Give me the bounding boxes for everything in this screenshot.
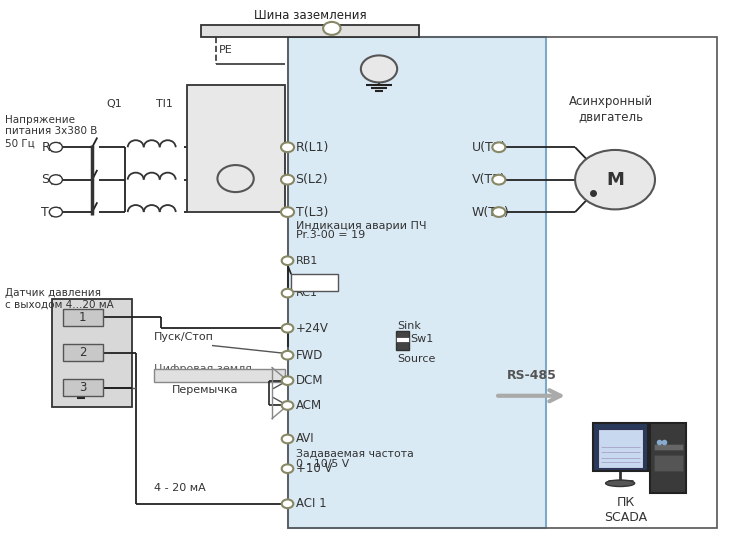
Text: 4 - 20 мА: 4 - 20 мА [154, 483, 206, 493]
Text: 3: 3 [79, 381, 87, 394]
Bar [63, 344, 103, 361]
Ellipse shape [606, 480, 635, 487]
Text: 0 - 10/5 V: 0 - 10/5 V [296, 459, 349, 470]
Text: PE: PE [219, 46, 233, 55]
Text: +10 V: +10 V [296, 462, 332, 475]
Bar [63, 379, 103, 396]
Text: М: М [606, 171, 624, 188]
Circle shape [281, 401, 293, 410]
Circle shape [50, 142, 63, 152]
Text: T(L3): T(L3) [295, 206, 328, 219]
Text: Пуск/Стоп: Пуск/Стоп [154, 332, 214, 342]
Text: RS-485: RS-485 [507, 369, 556, 382]
Bar [63, 309, 103, 326]
Text: DCM: DCM [296, 374, 324, 387]
Text: Pr.3-00 = 19: Pr.3-00 = 19 [295, 230, 364, 240]
Circle shape [281, 142, 294, 152]
Text: Индикация аварии ПЧ: Индикация аварии ПЧ [295, 221, 426, 231]
Circle shape [281, 376, 293, 385]
Circle shape [50, 207, 63, 217]
Circle shape [323, 22, 340, 35]
Bar [201, 24, 419, 36]
Text: RB1: RB1 [296, 256, 319, 266]
Circle shape [217, 165, 254, 192]
Text: ACI 1: ACI 1 [296, 497, 327, 510]
Text: рч фильтр: рч фильтр [230, 111, 241, 165]
Circle shape [50, 175, 63, 185]
Text: ACM: ACM [296, 399, 322, 412]
Circle shape [281, 175, 294, 185]
Text: Sink: Sink [397, 321, 421, 331]
Text: T: T [42, 206, 49, 219]
Text: +24V: +24V [296, 321, 329, 334]
Bar [396, 337, 409, 343]
Text: RC1: RC1 [296, 288, 319, 298]
Circle shape [492, 142, 505, 152]
Text: Шина заземления: Шина заземления [254, 9, 367, 22]
Text: ПК
SCADA: ПК SCADA [604, 496, 647, 523]
Text: Задаваемая частота: Задаваемая частота [296, 449, 414, 459]
Circle shape [281, 464, 293, 473]
Text: FWD: FWD [296, 349, 324, 362]
Circle shape [281, 207, 294, 217]
Circle shape [281, 256, 293, 265]
Text: 2: 2 [79, 346, 87, 359]
Text: W(T3): W(T3) [472, 206, 510, 219]
Circle shape [575, 150, 655, 210]
Text: R: R [42, 141, 50, 154]
Circle shape [281, 351, 293, 359]
Text: R(L1): R(L1) [295, 141, 329, 154]
Text: S(L2): S(L2) [295, 173, 328, 186]
Text: AVI: AVI [296, 432, 315, 445]
Bar [291, 274, 338, 292]
Bar [396, 331, 409, 350]
Text: Датчик давления
с выходом 4...20 мА: Датчик давления с выходом 4...20 мА [5, 288, 114, 310]
Bar [599, 429, 643, 468]
Bar [154, 369, 284, 382]
Bar [653, 444, 682, 450]
Circle shape [281, 500, 293, 508]
Text: Перемычка: Перемычка [172, 384, 238, 395]
Text: Source: Source [397, 353, 435, 364]
Bar [653, 455, 682, 471]
Text: 1: 1 [79, 311, 87, 324]
Text: S: S [42, 173, 50, 186]
Text: Цифровая земля: Цифровая земля [154, 364, 252, 374]
Text: V(T2): V(T2) [472, 173, 506, 186]
Circle shape [492, 207, 505, 217]
Text: Напряжение
питания 3х380 В
50 Гц: Напряжение питания 3х380 В 50 Гц [5, 115, 98, 148]
Circle shape [281, 289, 293, 298]
Text: Sw1: Sw1 [410, 334, 434, 344]
Circle shape [281, 324, 293, 332]
Bar [650, 423, 686, 493]
Bar [593, 423, 648, 471]
Text: U(T1): U(T1) [472, 141, 507, 154]
Text: Тl1: Тl1 [156, 99, 174, 110]
Circle shape [281, 434, 293, 443]
Circle shape [361, 55, 397, 83]
Text: Q1: Q1 [106, 99, 122, 110]
Bar [52, 299, 132, 407]
Text: Асинхронный
двигатель: Асинхронный двигатель [569, 95, 653, 123]
Bar [288, 36, 717, 528]
Circle shape [492, 175, 505, 185]
Bar [288, 36, 546, 528]
Bar [187, 85, 284, 212]
